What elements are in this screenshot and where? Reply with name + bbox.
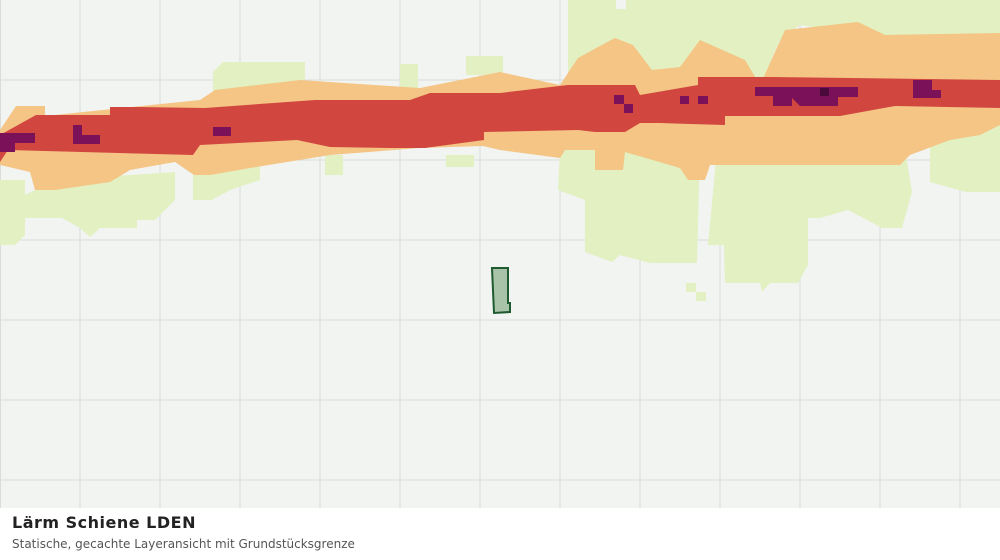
layer-title: Lärm Schiene LDEN [12, 513, 196, 532]
legend-footer: Lärm Schiene LDEN Statische, gecachte La… [0, 508, 1000, 560]
noise-zone-very-high [0, 80, 941, 152]
noise-zone-low [0, 0, 1000, 301]
map [0, 0, 1000, 508]
noise-zone-high [0, 77, 1000, 162]
layer-subtitle: Statische, gecachte Layeransicht mit Gru… [12, 537, 355, 551]
parcel-boundary[interactable] [490, 267, 511, 315]
